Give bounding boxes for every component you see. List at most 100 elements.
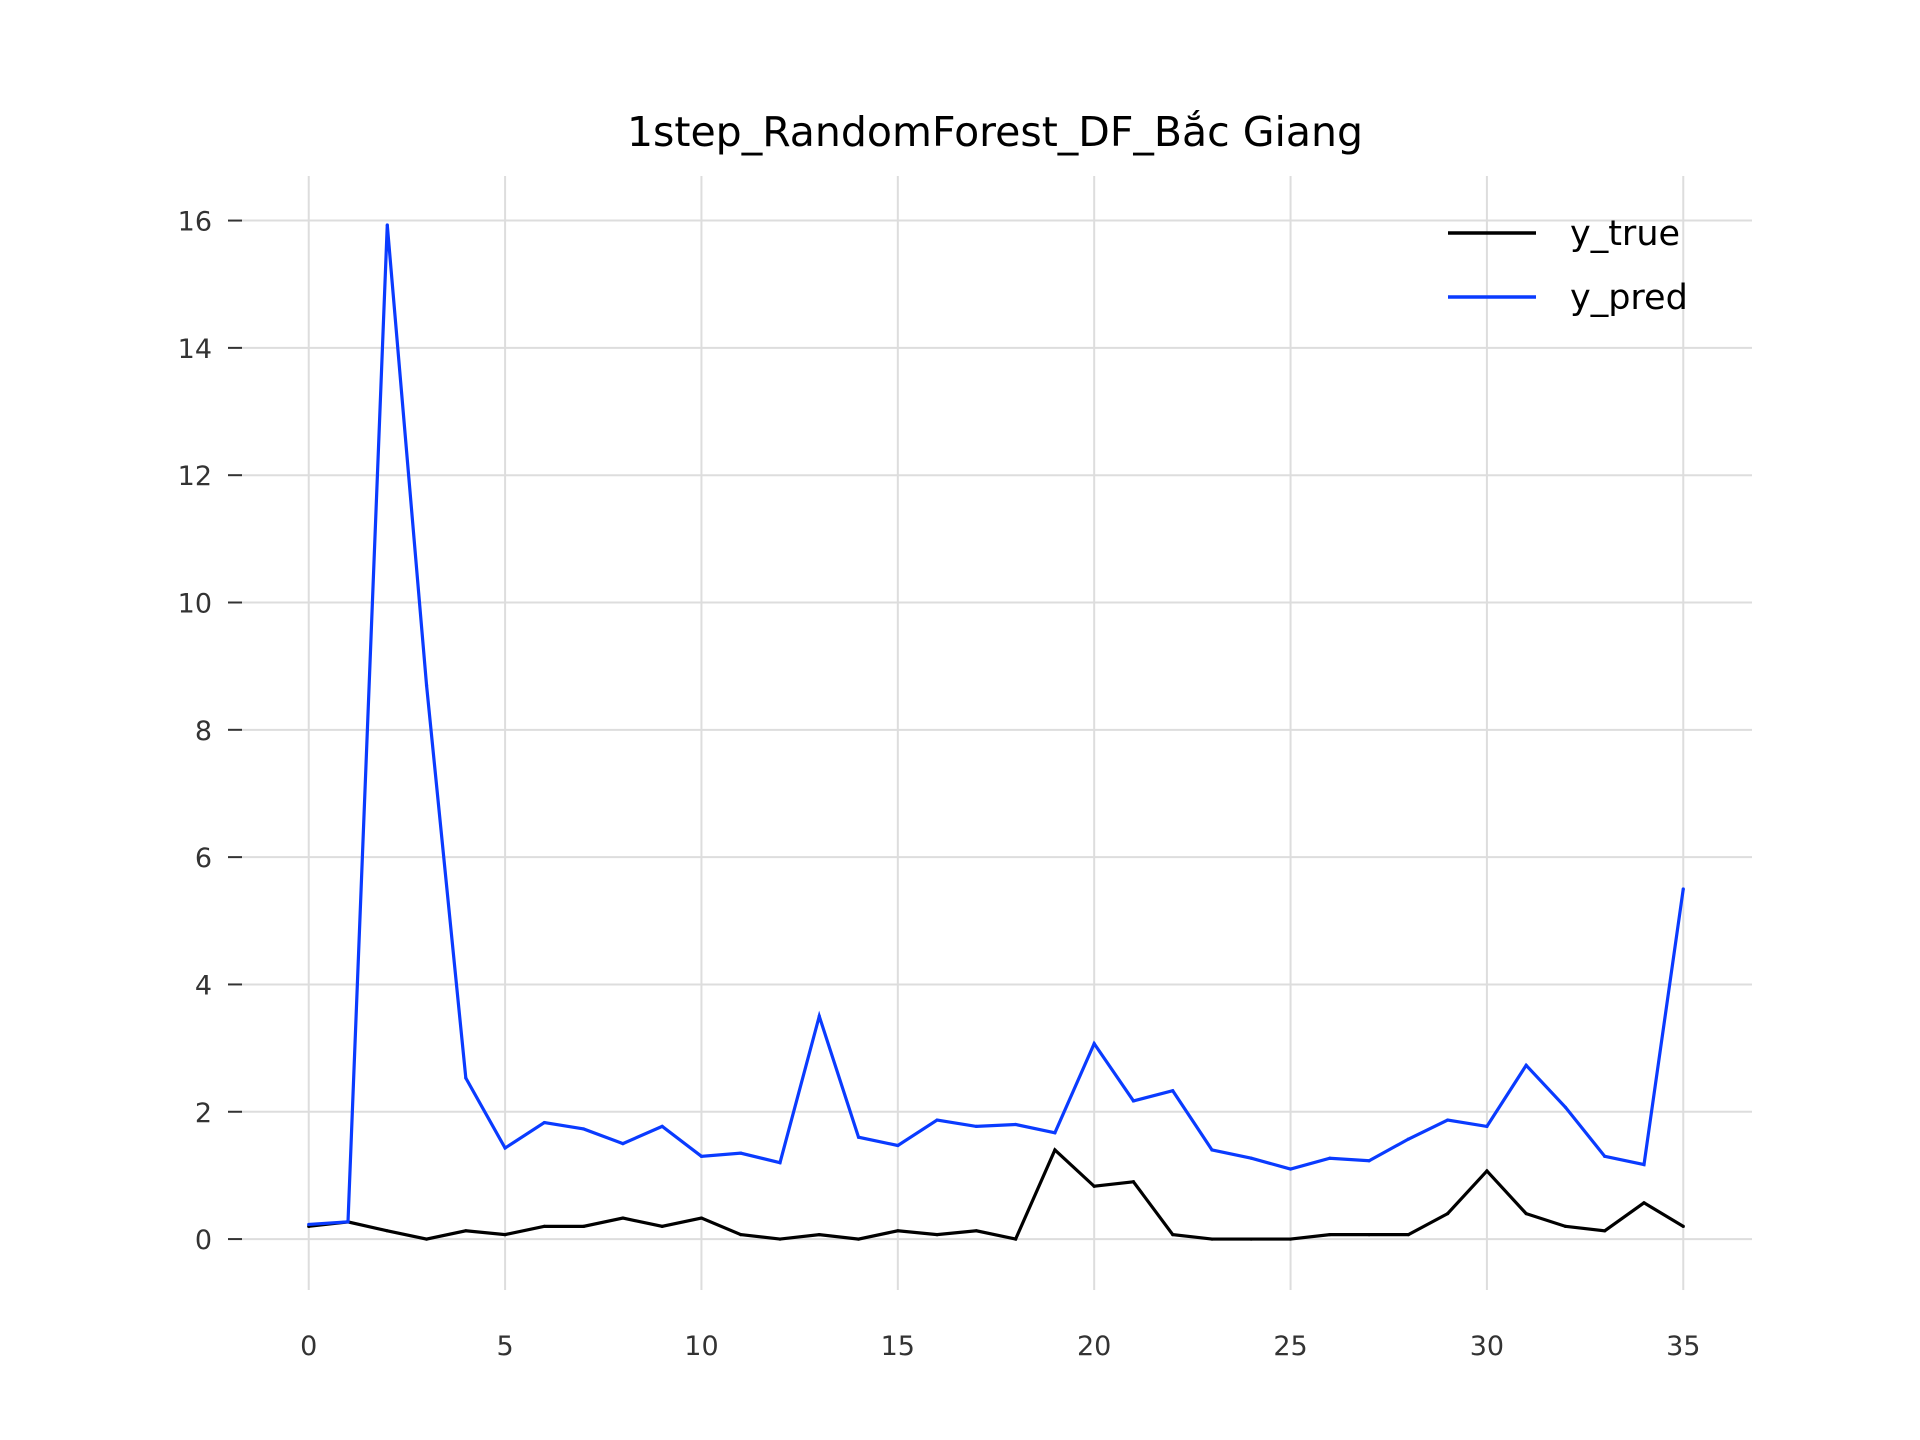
x-tick-label: 0 — [300, 1331, 317, 1362]
data-point — [385, 223, 389, 227]
x-tick-label: 15 — [881, 1331, 915, 1362]
y-tick-label: 16 — [178, 207, 212, 238]
data-point — [1681, 887, 1685, 891]
data-point — [1053, 1148, 1057, 1152]
data-point — [1131, 1180, 1136, 1184]
data-point — [1446, 1212, 1450, 1216]
data-point — [1328, 1156, 1332, 1160]
data-point — [464, 1229, 468, 1233]
chart-title: 1step_RandomForest_DF_Bắc Giang — [627, 108, 1363, 156]
data-point — [1485, 1169, 1489, 1173]
data-point — [778, 1237, 782, 1241]
data-point — [935, 1233, 939, 1237]
data-point — [424, 683, 429, 687]
y-tick-label: 2 — [195, 1098, 212, 1129]
y-tick-label: 4 — [195, 970, 212, 1001]
data-point — [896, 1143, 900, 1148]
x-tick-label: 30 — [1470, 1331, 1504, 1362]
data-point — [817, 1233, 821, 1237]
data-point — [974, 1124, 978, 1128]
series-points-y_true — [307, 1148, 1685, 1241]
data-point — [1014, 1122, 1018, 1127]
data-point — [1485, 1124, 1489, 1128]
data-point — [542, 1120, 546, 1125]
y-tick-label: 14 — [178, 334, 212, 365]
data-point — [542, 1224, 546, 1228]
grid — [240, 176, 1752, 1290]
data-point — [1603, 1154, 1607, 1158]
data-point — [1328, 1233, 1332, 1237]
data-point — [896, 1229, 900, 1233]
data-point — [660, 1224, 664, 1228]
data-point — [699, 1154, 704, 1158]
data-point — [1171, 1233, 1175, 1237]
data-point — [1210, 1237, 1214, 1241]
data-point — [660, 1124, 664, 1128]
data-point — [1288, 1167, 1293, 1171]
x-tick-label: 10 — [684, 1331, 718, 1362]
x-tick-label: 25 — [1273, 1331, 1307, 1362]
data-point — [1524, 1212, 1528, 1216]
legend-item-y_pred: y_pred — [1448, 278, 1688, 318]
data-point — [1249, 1156, 1253, 1160]
data-point — [1053, 1131, 1057, 1135]
data-point — [1288, 1237, 1293, 1241]
data-point — [346, 1220, 350, 1224]
data-point — [503, 1233, 507, 1237]
data-point — [1367, 1233, 1371, 1237]
x-tick-label: 5 — [496, 1331, 513, 1362]
data-point — [621, 1141, 625, 1146]
data-point — [1092, 1184, 1096, 1188]
data-point — [1563, 1224, 1568, 1228]
data-point — [464, 1076, 468, 1080]
x-tick-label: 35 — [1666, 1331, 1700, 1362]
data-point — [1406, 1233, 1410, 1237]
legend-item-y_true: y_true — [1448, 214, 1680, 254]
data-point — [817, 1014, 821, 1018]
data-point — [1171, 1089, 1175, 1093]
series-points-y_pred — [307, 223, 1685, 1227]
data-point — [307, 1222, 311, 1227]
data-point — [385, 1229, 389, 1233]
data-point — [778, 1161, 782, 1165]
data-point — [1406, 1137, 1410, 1141]
data-point — [1367, 1159, 1371, 1163]
y-tick-label: 8 — [195, 716, 212, 747]
data-point — [1014, 1237, 1018, 1241]
data-point — [1446, 1118, 1450, 1122]
data-point — [1092, 1042, 1096, 1046]
data-point — [935, 1118, 939, 1122]
data-point — [1249, 1237, 1253, 1241]
y-tick-label: 10 — [178, 589, 212, 620]
data-point — [739, 1151, 743, 1155]
data-point — [1642, 1201, 1646, 1205]
legend-label: y_pred — [1570, 278, 1688, 318]
data-point — [1642, 1163, 1646, 1167]
data-point — [621, 1216, 625, 1220]
data-point — [582, 1224, 586, 1228]
axes: 0 5 10 15 20 25 30 35 0 2 4 6 8 10 12 14 16 — [178, 207, 1701, 1362]
legend: y_true y_pred — [1448, 214, 1688, 318]
data-point — [1210, 1148, 1214, 1152]
data-point — [1131, 1099, 1136, 1103]
series-line-y_pred — [308, 224, 1685, 1227]
series-line-y_true — [308, 1147, 1685, 1241]
data-point — [699, 1216, 704, 1220]
legend-label: y_true — [1570, 214, 1680, 254]
data-point — [739, 1233, 743, 1237]
y-tick-label: 6 — [195, 843, 212, 874]
y-tick-label: 12 — [178, 461, 212, 492]
data-point — [1603, 1229, 1607, 1233]
data-point — [582, 1127, 586, 1131]
data-point — [1563, 1105, 1568, 1109]
data-point — [503, 1146, 507, 1150]
data-point — [1681, 1224, 1685, 1228]
data-point — [974, 1229, 978, 1233]
series-lines — [307, 223, 1685, 1241]
y-tick-label: 0 — [195, 1225, 212, 1256]
data-point — [856, 1135, 861, 1139]
x-tick-label: 20 — [1077, 1331, 1111, 1362]
data-point — [1524, 1063, 1528, 1067]
data-point — [424, 1237, 429, 1241]
